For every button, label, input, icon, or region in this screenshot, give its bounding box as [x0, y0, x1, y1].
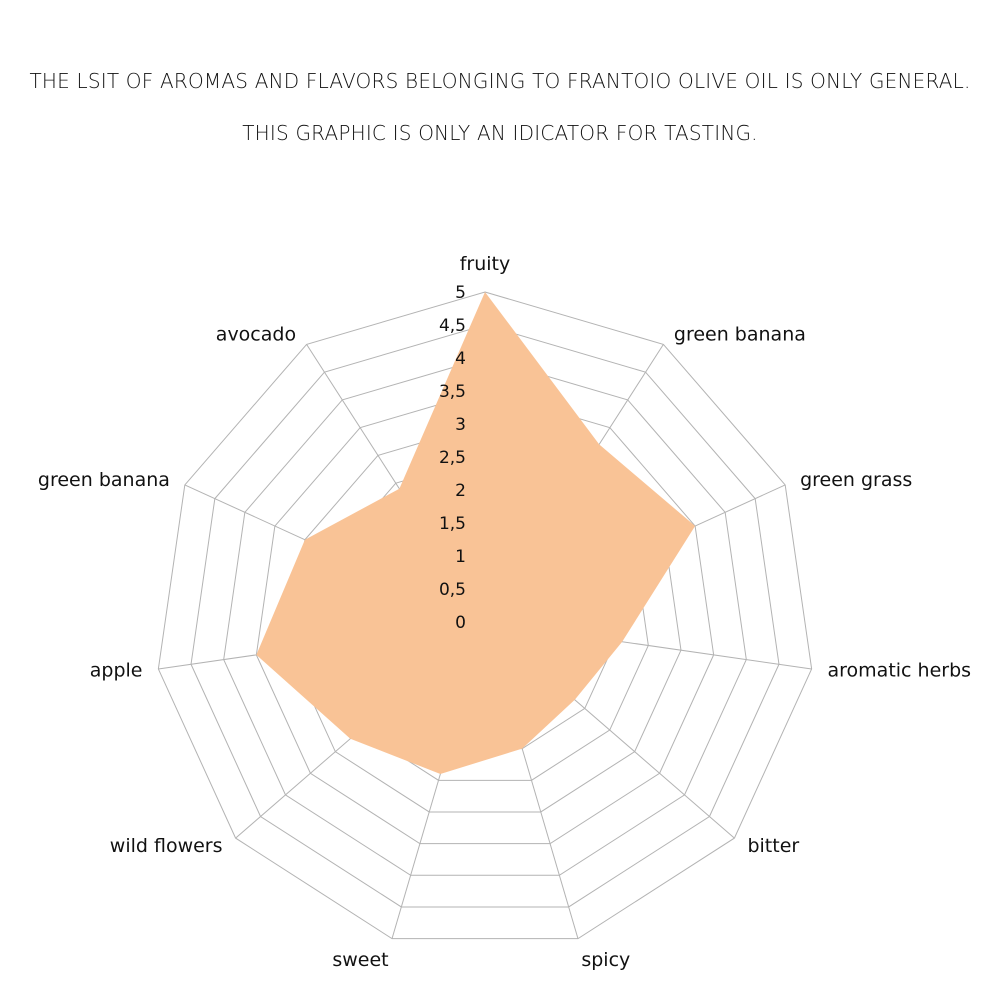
grid-ring — [386, 522, 584, 718]
axis-spoke — [235, 621, 486, 839]
category-label: fruity — [460, 253, 511, 275]
axis-spoke — [484, 621, 812, 670]
grid-ring — [451, 588, 519, 655]
series-area — [256, 292, 696, 774]
data-layer — [256, 292, 696, 774]
category-label: sweet — [332, 949, 388, 971]
grid-ring — [255, 390, 715, 845]
category-label: green banana — [38, 469, 170, 491]
axis-spoke — [391, 621, 486, 939]
category-label: wild flowers — [110, 835, 223, 857]
grid-ring — [321, 456, 649, 781]
grid-ring — [223, 357, 747, 876]
grid-ring — [353, 489, 617, 750]
axis-spoke — [484, 344, 664, 623]
chart-header: THE LSIT OF AROMAS AND FLAVORS BELONGING… — [0, 68, 1000, 146]
tick-label: 2,5 — [439, 448, 466, 468]
tick-label: 4,5 — [439, 316, 466, 336]
category-label: green banana — [674, 323, 806, 345]
tick-label: 5 — [455, 283, 466, 303]
header-line-2: THIS GRAPHIC IS ONLY AN IDICATOR FOR TAS… — [242, 121, 758, 145]
tick-layer: 0 0,5 1 1,5 2 2,5 3 3,5 4 4,5 5 — [439, 283, 466, 633]
category-label: green grass — [800, 469, 912, 491]
tick-label: 3 — [455, 415, 466, 435]
grid-layer — [157, 291, 813, 940]
tick-label: 1 — [455, 547, 466, 567]
grid-ring — [190, 324, 780, 908]
grid-ring — [288, 423, 682, 813]
category-label: spicy — [581, 949, 630, 971]
tick-label: 3,5 — [439, 382, 466, 402]
tick-label: 0,5 — [439, 580, 466, 600]
tick-label: 4 — [455, 349, 466, 369]
header-line-1: THE LSIT OF AROMAS AND FLAVORS BELONGING… — [29, 69, 971, 93]
tick-label: 2 — [455, 481, 466, 501]
category-label: avocado — [216, 323, 296, 345]
axis-spoke — [484, 484, 786, 623]
grid-ring — [157, 291, 813, 940]
label-layer: fruity green banana green grass aromatic he… — [38, 253, 971, 971]
axis-spoke — [484, 621, 735, 839]
axis-spoke — [306, 344, 486, 623]
category-label: apple — [90, 660, 143, 682]
tick-label: 1,5 — [439, 514, 466, 534]
axis-spoke — [184, 484, 486, 623]
axis-spoke — [158, 621, 486, 670]
tick-label: 0 — [455, 613, 466, 633]
category-label: bitter — [747, 835, 799, 857]
axis-spoke — [484, 621, 579, 939]
grid-ring — [419, 555, 551, 686]
category-label: aromatic herbs — [828, 660, 972, 682]
